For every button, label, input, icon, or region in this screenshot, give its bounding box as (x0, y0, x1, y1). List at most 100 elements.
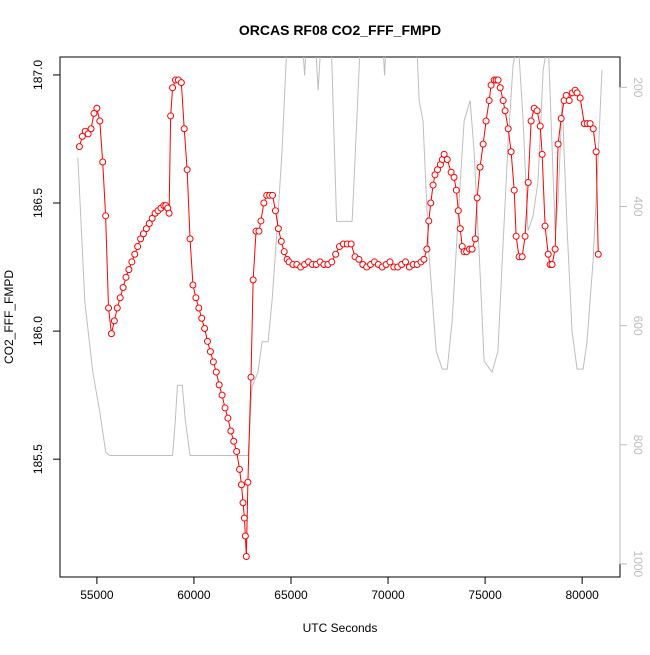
data-point (233, 447, 241, 455)
data-point (236, 465, 244, 473)
data-point (541, 222, 549, 230)
data-point (512, 232, 520, 240)
y2-tick-label: 800 (631, 435, 645, 455)
data-point (355, 255, 363, 263)
data-point (524, 179, 532, 187)
data-point (237, 481, 245, 489)
data-point (221, 404, 229, 412)
y-tick-label: 187.0 (31, 60, 45, 90)
data-point (328, 258, 336, 266)
data-point (227, 427, 235, 435)
data-point (119, 284, 127, 292)
data-point (131, 250, 139, 258)
data-point (443, 155, 451, 163)
y-tick-label: 186.5 (31, 188, 45, 218)
data-point (218, 391, 226, 399)
data-point (527, 117, 535, 125)
data-point (148, 214, 156, 222)
data-point (137, 235, 145, 243)
data-point (169, 84, 177, 92)
data-point (447, 168, 455, 176)
data-point (241, 532, 249, 540)
data-point (195, 304, 203, 312)
plot-area (75, 57, 603, 561)
y2-tick-label: 1000 (631, 551, 645, 578)
y-axis-label: CO2_FFF_FMPD (2, 270, 16, 364)
data-point (107, 330, 115, 338)
x-tick-label: 80000 (565, 588, 599, 602)
y-tick-label: 185.5 (31, 444, 45, 474)
data-point (507, 148, 515, 156)
data-point (239, 499, 247, 507)
data-point (423, 245, 431, 253)
series-line (77, 57, 603, 456)
data-point (125, 266, 133, 274)
data-point (482, 117, 490, 125)
data-point (198, 314, 206, 322)
data-point (269, 191, 277, 199)
data-point (110, 317, 118, 325)
x-tick-label: 65000 (274, 588, 308, 602)
data-point (84, 130, 92, 138)
data-point (128, 258, 136, 266)
data-point (134, 243, 142, 251)
data-point (533, 107, 541, 115)
data-point (468, 245, 476, 253)
data-point (594, 250, 602, 258)
data-point (183, 166, 191, 174)
data-point (75, 143, 83, 151)
data-point (592, 148, 600, 156)
y2-tick-label: 400 (631, 196, 645, 216)
data-point (240, 514, 248, 522)
data-point (116, 294, 124, 302)
data-point (105, 304, 113, 312)
data-point (244, 478, 252, 486)
data-point (204, 337, 212, 345)
data-point (165, 209, 173, 217)
data-point (450, 173, 458, 181)
data-point (562, 91, 570, 99)
data-point (142, 225, 150, 233)
data-point (544, 250, 552, 258)
data-point (573, 89, 581, 97)
data-point (230, 437, 238, 445)
data-point (589, 125, 597, 133)
data-point (177, 79, 185, 87)
y-tick-label: 186.0 (31, 316, 45, 346)
data-point (473, 194, 481, 202)
data-point (454, 207, 462, 215)
data-point (487, 81, 495, 89)
data-point (209, 358, 217, 366)
data-point (247, 373, 255, 381)
data-point (586, 120, 594, 128)
data-point (576, 94, 584, 102)
data-point (99, 158, 107, 166)
data-point (260, 199, 268, 207)
data-point (429, 181, 437, 189)
data-point (386, 258, 394, 266)
data-point (452, 186, 460, 194)
data-point (113, 304, 121, 312)
data-point (332, 250, 340, 258)
data-point (402, 258, 410, 266)
data-point (440, 150, 448, 158)
data-point (548, 260, 556, 268)
data-point (189, 281, 197, 289)
data-point (536, 122, 544, 130)
data-point (504, 125, 512, 133)
data-point (280, 248, 288, 256)
data-point (224, 414, 232, 422)
x-tick-label: 70000 (371, 588, 405, 602)
data-point (494, 76, 502, 84)
x-tick-label: 60000 (177, 588, 211, 602)
y2-tick-label: 200 (631, 77, 645, 97)
x-tick-label: 75000 (468, 588, 502, 602)
data-point (347, 240, 355, 248)
data-point (425, 217, 433, 225)
data-point (510, 186, 518, 194)
data-point (554, 140, 562, 148)
data-point (201, 325, 209, 333)
data-point (271, 207, 279, 215)
data-point (277, 237, 285, 245)
